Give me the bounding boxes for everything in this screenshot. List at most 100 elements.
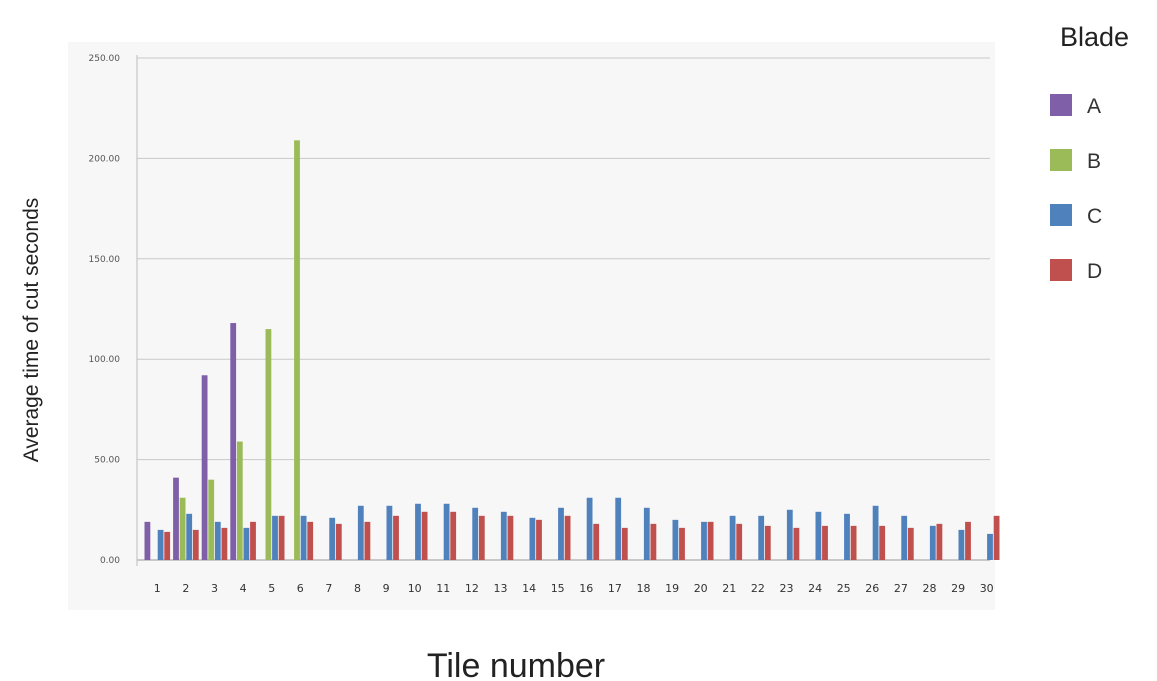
bar-d-tile-19 (679, 527, 685, 560)
x-tick-label: 6 (297, 582, 304, 595)
bar-d-tile-27 (907, 527, 914, 560)
bar-c-tile-3 (214, 521, 221, 560)
bar-c-tile-18 (643, 507, 650, 560)
bar-d-tile-1 (164, 531, 171, 560)
y-tick-labels: 0.00 50.00 100.00 150.00 200.00 250.00 (89, 54, 121, 566)
bar-d-tile-11 (450, 511, 457, 560)
bar-c-tile-29 (958, 529, 965, 560)
bar-d-tile-14 (536, 519, 542, 560)
bar-c-tile-15 (558, 507, 564, 560)
x-tick-label: 19 (665, 582, 679, 595)
x-tick-label: 12 (465, 582, 479, 595)
bar-c-tile-1 (157, 529, 164, 560)
bar-d-tile-8 (364, 521, 371, 560)
y-tick-label: 250.00 (89, 54, 121, 64)
bar-d-tile-22 (764, 525, 771, 560)
y-tick-label: 100.00 (89, 355, 121, 365)
bar-c-tile-5 (272, 515, 278, 560)
bar-a-tile-1 (144, 521, 151, 560)
x-tick-label: 28 (923, 582, 937, 595)
bar-c-tile-2 (186, 513, 193, 560)
x-tick-label: 16 (579, 582, 593, 595)
x-tick-label: 23 (780, 582, 794, 595)
bar-d-tile-29 (965, 521, 971, 560)
bar-c-tile-17 (615, 497, 622, 560)
x-tick-label: 13 (494, 582, 508, 595)
bar-d-tile-17 (621, 527, 628, 560)
bar-b-tile-6 (294, 140, 300, 560)
x-tick-label: 15 (551, 582, 565, 595)
y-axis-title: Average time of cut seconds (20, 198, 43, 463)
bar-c-tile-9 (386, 505, 393, 560)
x-tick-label: 24 (808, 582, 822, 595)
x-tick-label: 8 (354, 582, 361, 595)
bar-b-tile-3 (208, 479, 215, 560)
bar-c-tile-30 (987, 533, 993, 560)
x-tick-label: 11 (436, 582, 450, 595)
bar-d-tile-9 (393, 515, 399, 560)
bar-c-tile-7 (329, 517, 336, 560)
legend: A B C D (1050, 94, 1102, 283)
bar-d-tile-24 (822, 525, 828, 560)
x-tick-label: 1 (154, 582, 161, 595)
x-tick-label: 9 (383, 582, 390, 595)
legend-label-c: C (1087, 205, 1102, 228)
bar-d-tile-18 (650, 523, 657, 560)
bar-c-tile-19 (672, 519, 679, 560)
bar-b-tile-4 (236, 441, 243, 560)
x-tick-label: 21 (722, 582, 736, 595)
bar-c-tile-16 (586, 497, 593, 560)
x-tick-label: 22 (751, 582, 765, 595)
bar-d-tile-13 (507, 515, 514, 560)
bar-c-tile-22 (758, 515, 765, 560)
bar-d-tile-20 (707, 521, 714, 560)
bar-d-tile-25 (850, 525, 857, 560)
x-tick-label: 30 (980, 582, 994, 595)
plot-background (68, 42, 995, 610)
y-tick-label: 150.00 (89, 255, 121, 265)
bar-d-tile-26 (879, 525, 886, 560)
bar-d-tile-15 (564, 515, 571, 560)
x-tick-label: 2 (182, 582, 189, 595)
x-tick-label: 4 (240, 582, 247, 595)
bar-c-tile-12 (472, 507, 479, 560)
bar-c-tile-26 (872, 505, 879, 560)
legend-label-d: D (1087, 260, 1102, 283)
x-tick-label: 7 (325, 582, 332, 595)
legend-swatch-a (1050, 94, 1072, 116)
y-tick-label: 0.00 (100, 556, 120, 566)
x-tick-label: 14 (522, 582, 536, 595)
x-axis-title: Tile number (427, 647, 605, 681)
bar-d-tile-6 (307, 521, 314, 560)
bar-d-tile-7 (335, 523, 342, 560)
bar-c-tile-24 (815, 511, 822, 560)
x-tick-label: 27 (894, 582, 908, 595)
bar-b-tile-5 (265, 329, 272, 560)
bar-c-tile-20 (701, 521, 707, 560)
legend-label-b: B (1087, 150, 1101, 173)
bar-c-tile-14 (529, 517, 536, 560)
bar-d-tile-12 (478, 515, 485, 560)
bar-c-tile-27 (901, 515, 908, 560)
bar-d-tile-23 (793, 527, 800, 560)
legend-swatch-c (1050, 204, 1072, 226)
x-tick-label: 26 (865, 582, 879, 595)
bar-c-tile-11 (443, 503, 450, 560)
x-tick-label: 20 (694, 582, 708, 595)
bar-c-tile-23 (786, 509, 793, 560)
bar-c-tile-13 (500, 511, 507, 560)
bar-b-tile-2 (179, 497, 186, 560)
bar-d-tile-30 (993, 515, 1000, 560)
x-tick-label: 25 (837, 582, 851, 595)
bar-d-tile-5 (278, 515, 285, 560)
x-tick-label: 17 (608, 582, 622, 595)
bar-d-tile-21 (736, 523, 743, 560)
x-tick-label: 5 (268, 582, 275, 595)
x-tick-label: 3 (211, 582, 218, 595)
bar-c-tile-21 (729, 515, 736, 560)
bar-d-tile-2 (192, 529, 199, 560)
bar-c-tile-8 (357, 505, 364, 560)
y-tick-label: 50.00 (94, 456, 120, 466)
bar-c-tile-4 (243, 527, 250, 560)
